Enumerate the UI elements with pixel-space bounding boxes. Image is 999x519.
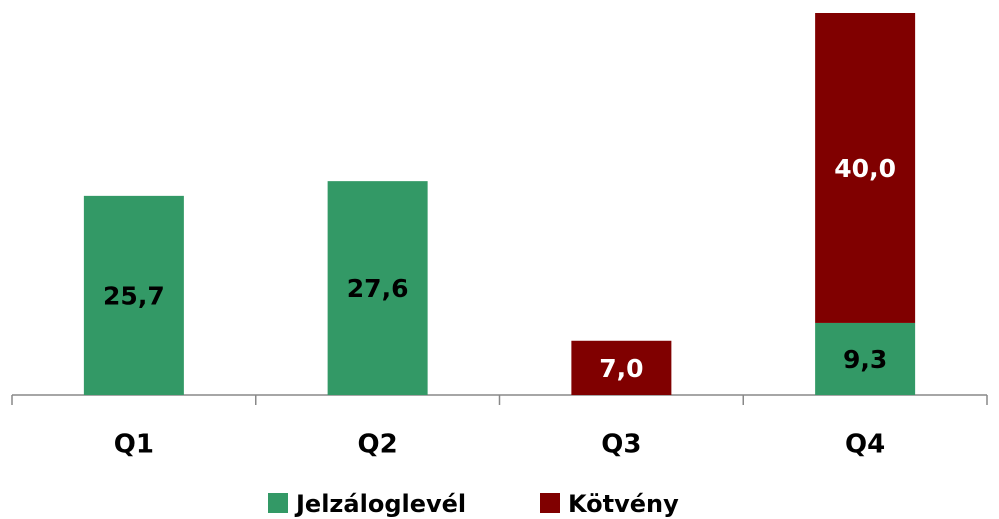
data-label: 7,0 bbox=[599, 354, 643, 383]
data-label: 25,7 bbox=[103, 281, 165, 310]
data-label: 9,3 bbox=[843, 345, 887, 374]
data-label: 27,6 bbox=[347, 274, 409, 303]
bar bbox=[815, 13, 916, 323]
data-label: 40,0 bbox=[834, 154, 896, 183]
bar bbox=[571, 340, 672, 395]
bar bbox=[815, 322, 916, 395]
bar bbox=[83, 195, 184, 395]
legend-label: Kötvény bbox=[568, 490, 679, 518]
x-tick-label: Q3 bbox=[601, 430, 641, 460]
x-tick-label: Q1 bbox=[114, 430, 154, 460]
legend-label: Jelzáloglevél bbox=[294, 490, 466, 518]
legend-swatch bbox=[540, 493, 560, 513]
x-tick-label: Q4 bbox=[845, 430, 885, 460]
bar bbox=[327, 181, 428, 395]
legend-swatch bbox=[268, 493, 288, 513]
x-tick-label: Q2 bbox=[358, 430, 398, 460]
